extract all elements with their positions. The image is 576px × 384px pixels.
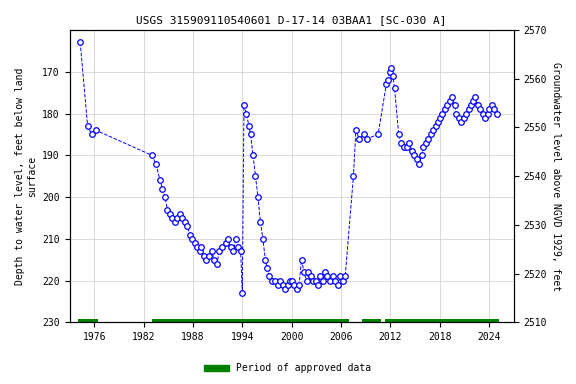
Bar bbox=[78, 319, 98, 326]
Legend: Period of approved data: Period of approved data bbox=[200, 359, 376, 377]
Y-axis label: Depth to water level, feet below land
surface: Depth to water level, feet below land su… bbox=[15, 68, 37, 285]
Bar bbox=[362, 319, 381, 326]
Bar bbox=[152, 319, 349, 326]
Bar bbox=[385, 319, 499, 326]
Title: USGS 315909110540601 D-17-14 03BAA1 [SC-030 A]: USGS 315909110540601 D-17-14 03BAA1 [SC-… bbox=[137, 15, 447, 25]
Y-axis label: Groundwater level above NGVD 1929, feet: Groundwater level above NGVD 1929, feet bbox=[551, 61, 561, 291]
